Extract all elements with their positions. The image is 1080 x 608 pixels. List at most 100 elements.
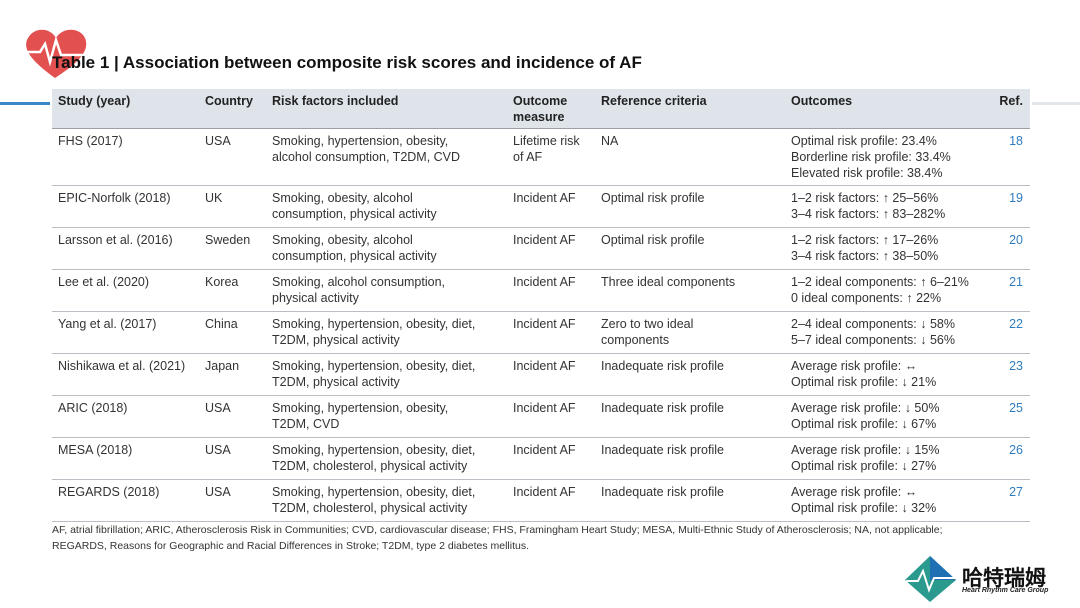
table-cell: Korea	[205, 274, 238, 290]
table-cell: Smoking, hypertension, obesity, diet, T2D…	[272, 484, 475, 516]
table-cell: EPIC-Norfolk (2018)	[58, 190, 171, 206]
table-cell: USA	[205, 442, 231, 458]
cell-line: 1–2 risk factors: ↑ 25–56%	[791, 191, 939, 205]
cell-line: Optimal risk profile	[601, 191, 705, 205]
logo-subtitle: Heart Rhythm Care Group	[962, 587, 1049, 594]
logo-ecg	[906, 568, 955, 593]
cell-line: Optimal risk profile: ↓ 32%	[791, 501, 937, 515]
cell-line: Average risk profile: ↓ 15%	[791, 443, 940, 457]
table-cell: Incident AF	[513, 400, 576, 416]
table-cell: 20	[1009, 232, 1023, 248]
cell-line: Incident AF	[513, 443, 576, 457]
table-row: EPIC-Norfolk (2018) UK Smoking, obesity, a…	[52, 186, 1030, 228]
table-cell: 25	[1009, 400, 1023, 416]
table-cell: Incident AF	[513, 484, 576, 500]
cell-line: alcohol consumption, T2DM, CVD	[272, 150, 461, 164]
table-cell: Yang et al. (2017)	[58, 316, 156, 332]
table-cell: 1–2 ideal components: ↑ 6–21% 0 ideal com…	[791, 274, 969, 306]
table-cell: Lifetime risk of AF	[513, 133, 580, 165]
table-cell: 18	[1009, 133, 1023, 149]
cell-line: Inadequate risk profile	[601, 485, 724, 499]
cell-line: 27	[1009, 485, 1023, 499]
table-cell: Incident AF	[513, 316, 576, 332]
cell-line: Incident AF	[513, 401, 576, 415]
cell-line: Smoking, obesity, alcohol	[272, 191, 413, 205]
table-cell: Smoking, alcohol consumption, physical ac…	[272, 274, 445, 306]
cell-line: Korea	[205, 275, 239, 289]
table-cell: Three ideal components	[601, 274, 735, 290]
cell-line: NA	[601, 134, 619, 148]
cell-line: ARIC (2018)	[58, 401, 128, 415]
table-cell: Incident AF	[513, 358, 576, 374]
cell-line: Average risk profile: ↓ 50%	[791, 401, 940, 415]
table-cell: Smoking, hypertension, obesity, T2DM, CVD	[272, 400, 448, 432]
footnote-line: AF, atrial fibrillation; ARIC, Atheroscl…	[52, 524, 943, 536]
cell-line: T2DM, physical activity	[272, 333, 400, 347]
cell-line: Borderline risk profile: 33.4%	[791, 150, 951, 164]
cell-line: Elevated risk profile: 38.4%	[791, 166, 943, 180]
table-cell: Nishikawa et al. (2021)	[58, 358, 185, 374]
table-cell: 23	[1009, 358, 1023, 374]
table-cell: Average risk profile: ↓ 50% Optimal risk …	[791, 400, 939, 432]
header-cell: Outcomes	[791, 93, 852, 109]
cell-line: UK	[205, 191, 223, 205]
cell-line: 3–4 risk factors: ↑ 83–282%	[791, 207, 946, 221]
cell-line: Smoking, hypertension, obesity, diet,	[272, 443, 476, 457]
cell-line: EPIC-Norfolk (2018)	[58, 191, 171, 205]
cell-line: T2DM, cholesterol, physical activity	[272, 501, 468, 515]
table-title: Table 1 | Association between composite …	[52, 53, 642, 72]
cell-line: 23	[1009, 359, 1023, 373]
cell-line: Optimal risk profile: ↓ 21%	[791, 375, 937, 389]
table-cell: Average risk profile: ↔ Optimal risk prof…	[791, 358, 936, 390]
table-cell: REGARDS (2018)	[58, 484, 159, 500]
heart-icon	[26, 29, 87, 78]
cell-line: Incident AF	[513, 317, 576, 331]
table-cell: Average risk profile: ↔ Optimal risk prof…	[791, 484, 936, 516]
table-cell: 26	[1009, 442, 1023, 458]
cell-line: Japan	[205, 359, 240, 373]
table-cell: China	[205, 316, 238, 332]
table-cell: 1–2 risk factors: ↑ 25–56% 3–4 risk facto…	[791, 190, 945, 222]
cell-line: components	[601, 333, 670, 347]
table-cell: Larsson et al. (2016)	[58, 232, 173, 248]
table-cell: USA	[205, 133, 231, 149]
table-cell: MESA (2018)	[58, 442, 132, 458]
table-cell: USA	[205, 400, 231, 416]
cell-line: Optimal risk profile: 23.4%	[791, 134, 937, 148]
cell-line: USA	[205, 443, 231, 457]
ecg-line	[26, 35, 86, 67]
cell-line: Optimal risk profile: ↓ 27%	[791, 459, 937, 473]
table-cell: Inadequate risk profile	[601, 442, 724, 458]
table-cell: ARIC (2018)	[58, 400, 127, 416]
cell-line: Smoking, hypertension, obesity, diet,	[272, 317, 476, 331]
table: Study (year) Country Risk factors included…	[52, 89, 1030, 522]
cell-line: 2–4 ideal components: ↓ 58%	[791, 317, 955, 331]
table-cell: Lee et al. (2020)	[58, 274, 149, 290]
header-cell: Study (year)	[58, 93, 130, 109]
cell-line: 22	[1009, 317, 1023, 331]
table-cell: UK	[205, 190, 222, 206]
cell-line: 3–4 risk factors: ↑ 38–50%	[791, 249, 939, 263]
table-cell: Incident AF	[513, 442, 576, 458]
cell-line: USA	[205, 401, 231, 415]
cell-line: Yang et al. (2017)	[58, 317, 157, 331]
cell-line: measure	[513, 110, 565, 124]
table-cell: Smoking, obesity, alcohol consumption, ph…	[272, 190, 437, 222]
cell-line: consumption, physical activity	[272, 207, 437, 221]
table-cell: Smoking, obesity, alcohol consumption, ph…	[272, 232, 437, 264]
table-cell: 19	[1009, 190, 1023, 206]
cell-line: Outcomes	[791, 94, 853, 108]
cell-line: physical activity	[272, 291, 359, 305]
table-row: Lee et al. (2020) Korea Smoking, alcohol c…	[52, 270, 1030, 312]
cell-line: Inadequate risk profile	[601, 359, 724, 373]
cell-line: Inadequate risk profile	[601, 443, 724, 457]
cell-line: Risk factors included	[272, 94, 399, 108]
cell-line: 1–2 risk factors: ↑ 17–26%	[791, 233, 939, 247]
cell-line: Smoking, hypertension, obesity, diet,	[272, 485, 476, 499]
cell-line: REGARDS (2018)	[58, 485, 160, 499]
footnote-line: REGARDS, Reasons for Geographic and Raci…	[52, 540, 529, 552]
cell-line: 5–7 ideal components: ↓ 56%	[791, 333, 955, 347]
table-cell: Incident AF	[513, 232, 576, 248]
cell-line: Reference criteria	[601, 94, 707, 108]
cell-line: Average risk profile: ↔	[791, 485, 918, 499]
